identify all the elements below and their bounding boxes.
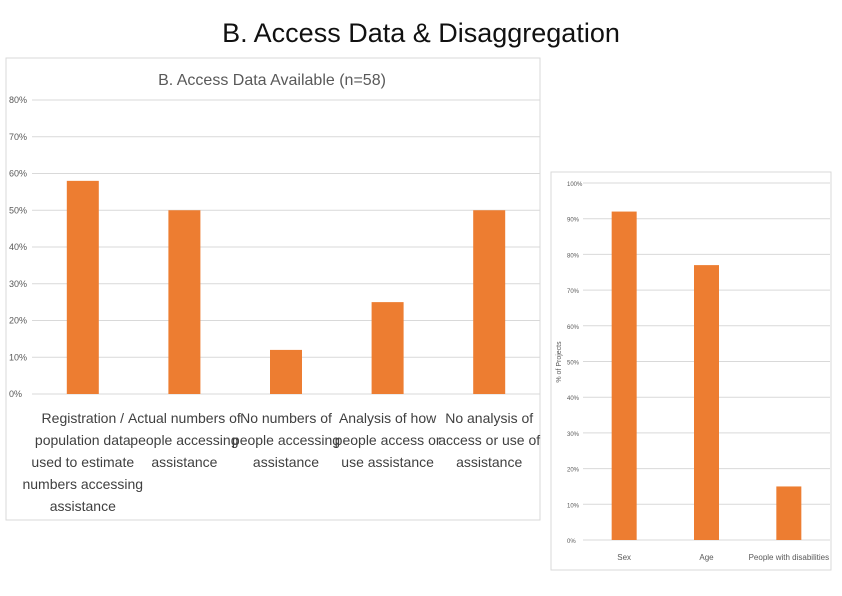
y-tick-label: 80% (567, 253, 580, 259)
y-axis-label: % of Projects (556, 341, 563, 383)
y-tick-label: 10% (567, 503, 580, 509)
y-tick-label: 80% (9, 95, 27, 105)
y-tick-label: 100% (567, 182, 583, 188)
category-label: Sex (617, 553, 631, 562)
category-label: Analysis of how people access or use assis… (335, 410, 441, 470)
y-tick-label: 90% (567, 218, 580, 224)
slide-title: B. Access Data & Disaggregation (222, 18, 620, 48)
y-tick-label: 20% (567, 468, 580, 474)
category-label: Actual numbers of people accessing assista… (128, 410, 241, 470)
y-tick-label: 30% (9, 279, 27, 289)
y-tick-label: 60% (9, 169, 27, 179)
bar (694, 265, 719, 540)
category-label: No numbers of people accessing assistance (232, 410, 340, 470)
bar (66, 180, 99, 394)
y-tick-label: 40% (567, 396, 580, 402)
y-tick-label: 50% (9, 205, 27, 215)
y-tick-label: 40% (9, 242, 27, 252)
category-label: People with disabilities (749, 553, 830, 562)
y-tick-label: 50% (567, 361, 580, 367)
y-tick-label: 20% (9, 316, 27, 326)
y-tick-label: 0% (567, 539, 576, 545)
category-label: Age (699, 553, 714, 562)
bar (776, 486, 802, 540)
bar (611, 211, 637, 540)
bar (473, 210, 506, 394)
category-label: Registration / population data used to est… (22, 410, 143, 514)
chart-title: B. Access Data Available (n=58) (158, 72, 386, 89)
category-label: No analysis of access or use of assistance (438, 410, 540, 470)
bar (371, 302, 404, 394)
y-tick-label: 70% (9, 132, 27, 142)
y-tick-label: 60% (567, 325, 580, 331)
y-tick-label: 0% (9, 389, 22, 399)
y-tick-label: 70% (567, 289, 580, 295)
y-tick-label: 10% (9, 352, 27, 362)
bar (168, 210, 201, 394)
y-tick-label: 30% (567, 432, 580, 438)
bar (270, 349, 302, 394)
